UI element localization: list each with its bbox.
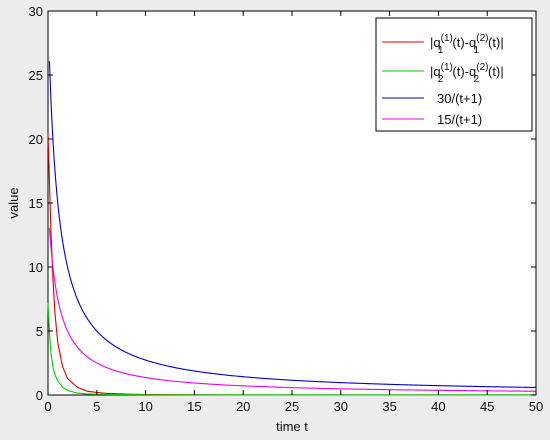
x-tick-label: 15 [187, 399, 201, 414]
legend-q1-sup1: (1) [441, 33, 453, 44]
legend-q1-post: (t)| [488, 35, 504, 50]
y-tick-label: 15 [29, 196, 43, 211]
legend-q1-mid: (t)-q [452, 35, 476, 50]
legend-q2-sub2: 2 [473, 74, 479, 85]
y-axis-label: value [6, 187, 21, 218]
series-line-3 [48, 227, 537, 392]
legend-q1-sub2: 1 [473, 45, 479, 56]
legend-label-q2: |q(1) 2(t)-q(2) 2(t)| [430, 62, 504, 85]
legend-q2-post: (t)| [488, 64, 504, 79]
legend-label-15: 15/(t+1) [437, 112, 482, 127]
y-tick-label: 20 [29, 132, 43, 147]
x-tick-label: 25 [285, 399, 299, 414]
x-tick-label: 45 [480, 399, 494, 414]
legend-box [375, 17, 533, 132]
x-tick-label: 30 [334, 399, 348, 414]
legend-q2-pre: |q [430, 64, 441, 79]
legend-q2-sub1: 2 [438, 74, 444, 85]
legend-label-30: 30/(t+1) [437, 91, 482, 106]
x-tick-label: 10 [138, 399, 152, 414]
x-tick-label: 0 [44, 399, 51, 414]
y-tick-label: 25 [29, 68, 43, 83]
x-tick-label: 5 [93, 399, 100, 414]
x-tick-label: 20 [236, 399, 250, 414]
x-tick-label: 50 [529, 399, 543, 414]
y-tick-label: 10 [29, 260, 43, 275]
x-tick-label: 40 [431, 399, 445, 414]
x-tick-label: 35 [382, 399, 396, 414]
legend-q2-mid: (t)-q [452, 64, 476, 79]
legend-q1-pre: |q [430, 35, 441, 50]
legend-q2-sup2: (2) [476, 62, 488, 73]
legend-label-q1: |q(1) 1(t)-q(2) 1(t)| [430, 33, 504, 56]
y-tick-label: 30 [29, 4, 43, 19]
legend-q2-sup1: (1) [441, 62, 453, 73]
legend-q1-sup2: (2) [476, 33, 488, 44]
series-line-2 [48, 61, 537, 389]
tick-layer: 0 5 10 15 20 25 30 35 40 45 50 0 5 10 15 20 25 30 [29, 4, 544, 414]
legend-q1-sub1: 1 [438, 45, 444, 56]
legend: |q(1) 1(t)-q(2) 1(t)| |q(1) 2(t)-q(2) 2(t)| … [375, 17, 533, 132]
y-tick-label: 0 [36, 388, 43, 403]
y-tick-label: 5 [36, 324, 43, 339]
x-axis-label: time t [276, 419, 308, 434]
